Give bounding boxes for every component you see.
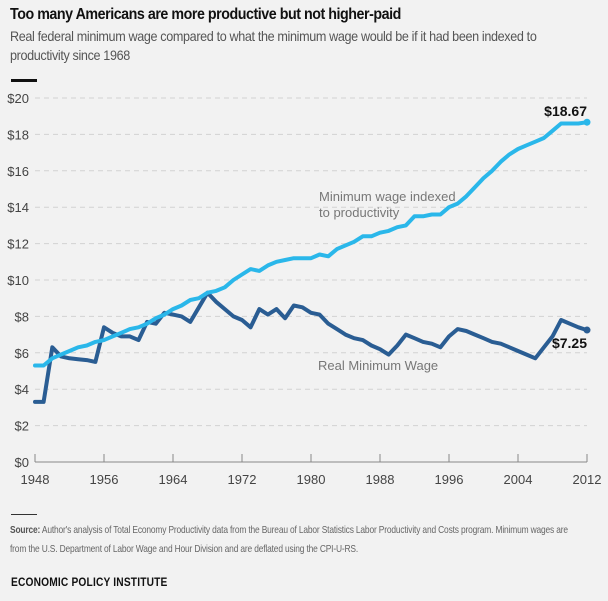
productivity-indexed-line	[33, 120, 589, 368]
y-tick-label: $20	[7, 91, 29, 106]
y-tick-label: $10	[7, 273, 29, 288]
end-point-marker	[583, 118, 591, 126]
series-label-productivity: Minimum wage indexed	[319, 189, 456, 204]
y-tick-label: $16	[7, 164, 29, 179]
brand-logo-text: ECONOMIC POLICY INSTITUTE	[11, 575, 168, 589]
y-tick-label: $8	[15, 309, 29, 324]
title-rule	[11, 79, 37, 82]
y-tick-label: $2	[15, 419, 29, 434]
y-tick-label: $12	[7, 237, 29, 252]
real-minimum-wage-line	[33, 290, 589, 404]
x-tick-label: 1996	[435, 472, 464, 487]
series-label-productivity: to productivity	[319, 205, 400, 220]
end-label-real-minimum-wage: $7.25	[552, 335, 587, 351]
x-tick-label: 1956	[90, 472, 119, 487]
y-tick-label: $18	[7, 127, 29, 142]
x-tick-label: 1980	[297, 472, 326, 487]
x-axis: 1948 1956 1964 1972 1980 1988 1996 2004 2012	[21, 454, 602, 487]
x-tick-label: 1948	[21, 472, 50, 487]
y-axis: $0 $2 $4 $6 $8 $10 $12 $14 $16 $18 $20	[7, 91, 29, 470]
source-text: Author's analysis of Total Economy Produ…	[10, 524, 568, 555]
y-tick-label: $6	[15, 346, 29, 361]
chart-subtitle: Real federal minimum wage compared to wh…	[10, 28, 537, 63]
gridlines	[35, 97, 587, 427]
y-tick-label: $0	[15, 455, 29, 470]
source-note: Source: Author's analysis of Total Econo…	[10, 521, 570, 559]
source-rule	[11, 514, 37, 515]
line-chart: $0 $2 $4 $6 $8 $10 $12 $14 $16 $18 $20 1948 1956 196…	[7, 91, 602, 487]
x-tick-label: 1972	[228, 472, 257, 487]
chart-title: Too many Americans are more productive b…	[10, 6, 401, 23]
x-tick-label: 2004	[504, 472, 533, 487]
x-tick-label: 2012	[573, 472, 602, 487]
x-tick-label: 1964	[159, 472, 188, 487]
end-label-productivity: $18.67	[544, 103, 587, 119]
y-tick-label: $14	[7, 200, 29, 215]
series-label-real-minimum-wage: Real Minimum Wage	[318, 358, 438, 373]
y-tick-label: $4	[15, 382, 29, 397]
series-lines	[33, 118, 591, 404]
x-tick-label: 1988	[366, 472, 395, 487]
source-label: Source:	[10, 524, 41, 536]
end-point-marker	[583, 326, 591, 334]
